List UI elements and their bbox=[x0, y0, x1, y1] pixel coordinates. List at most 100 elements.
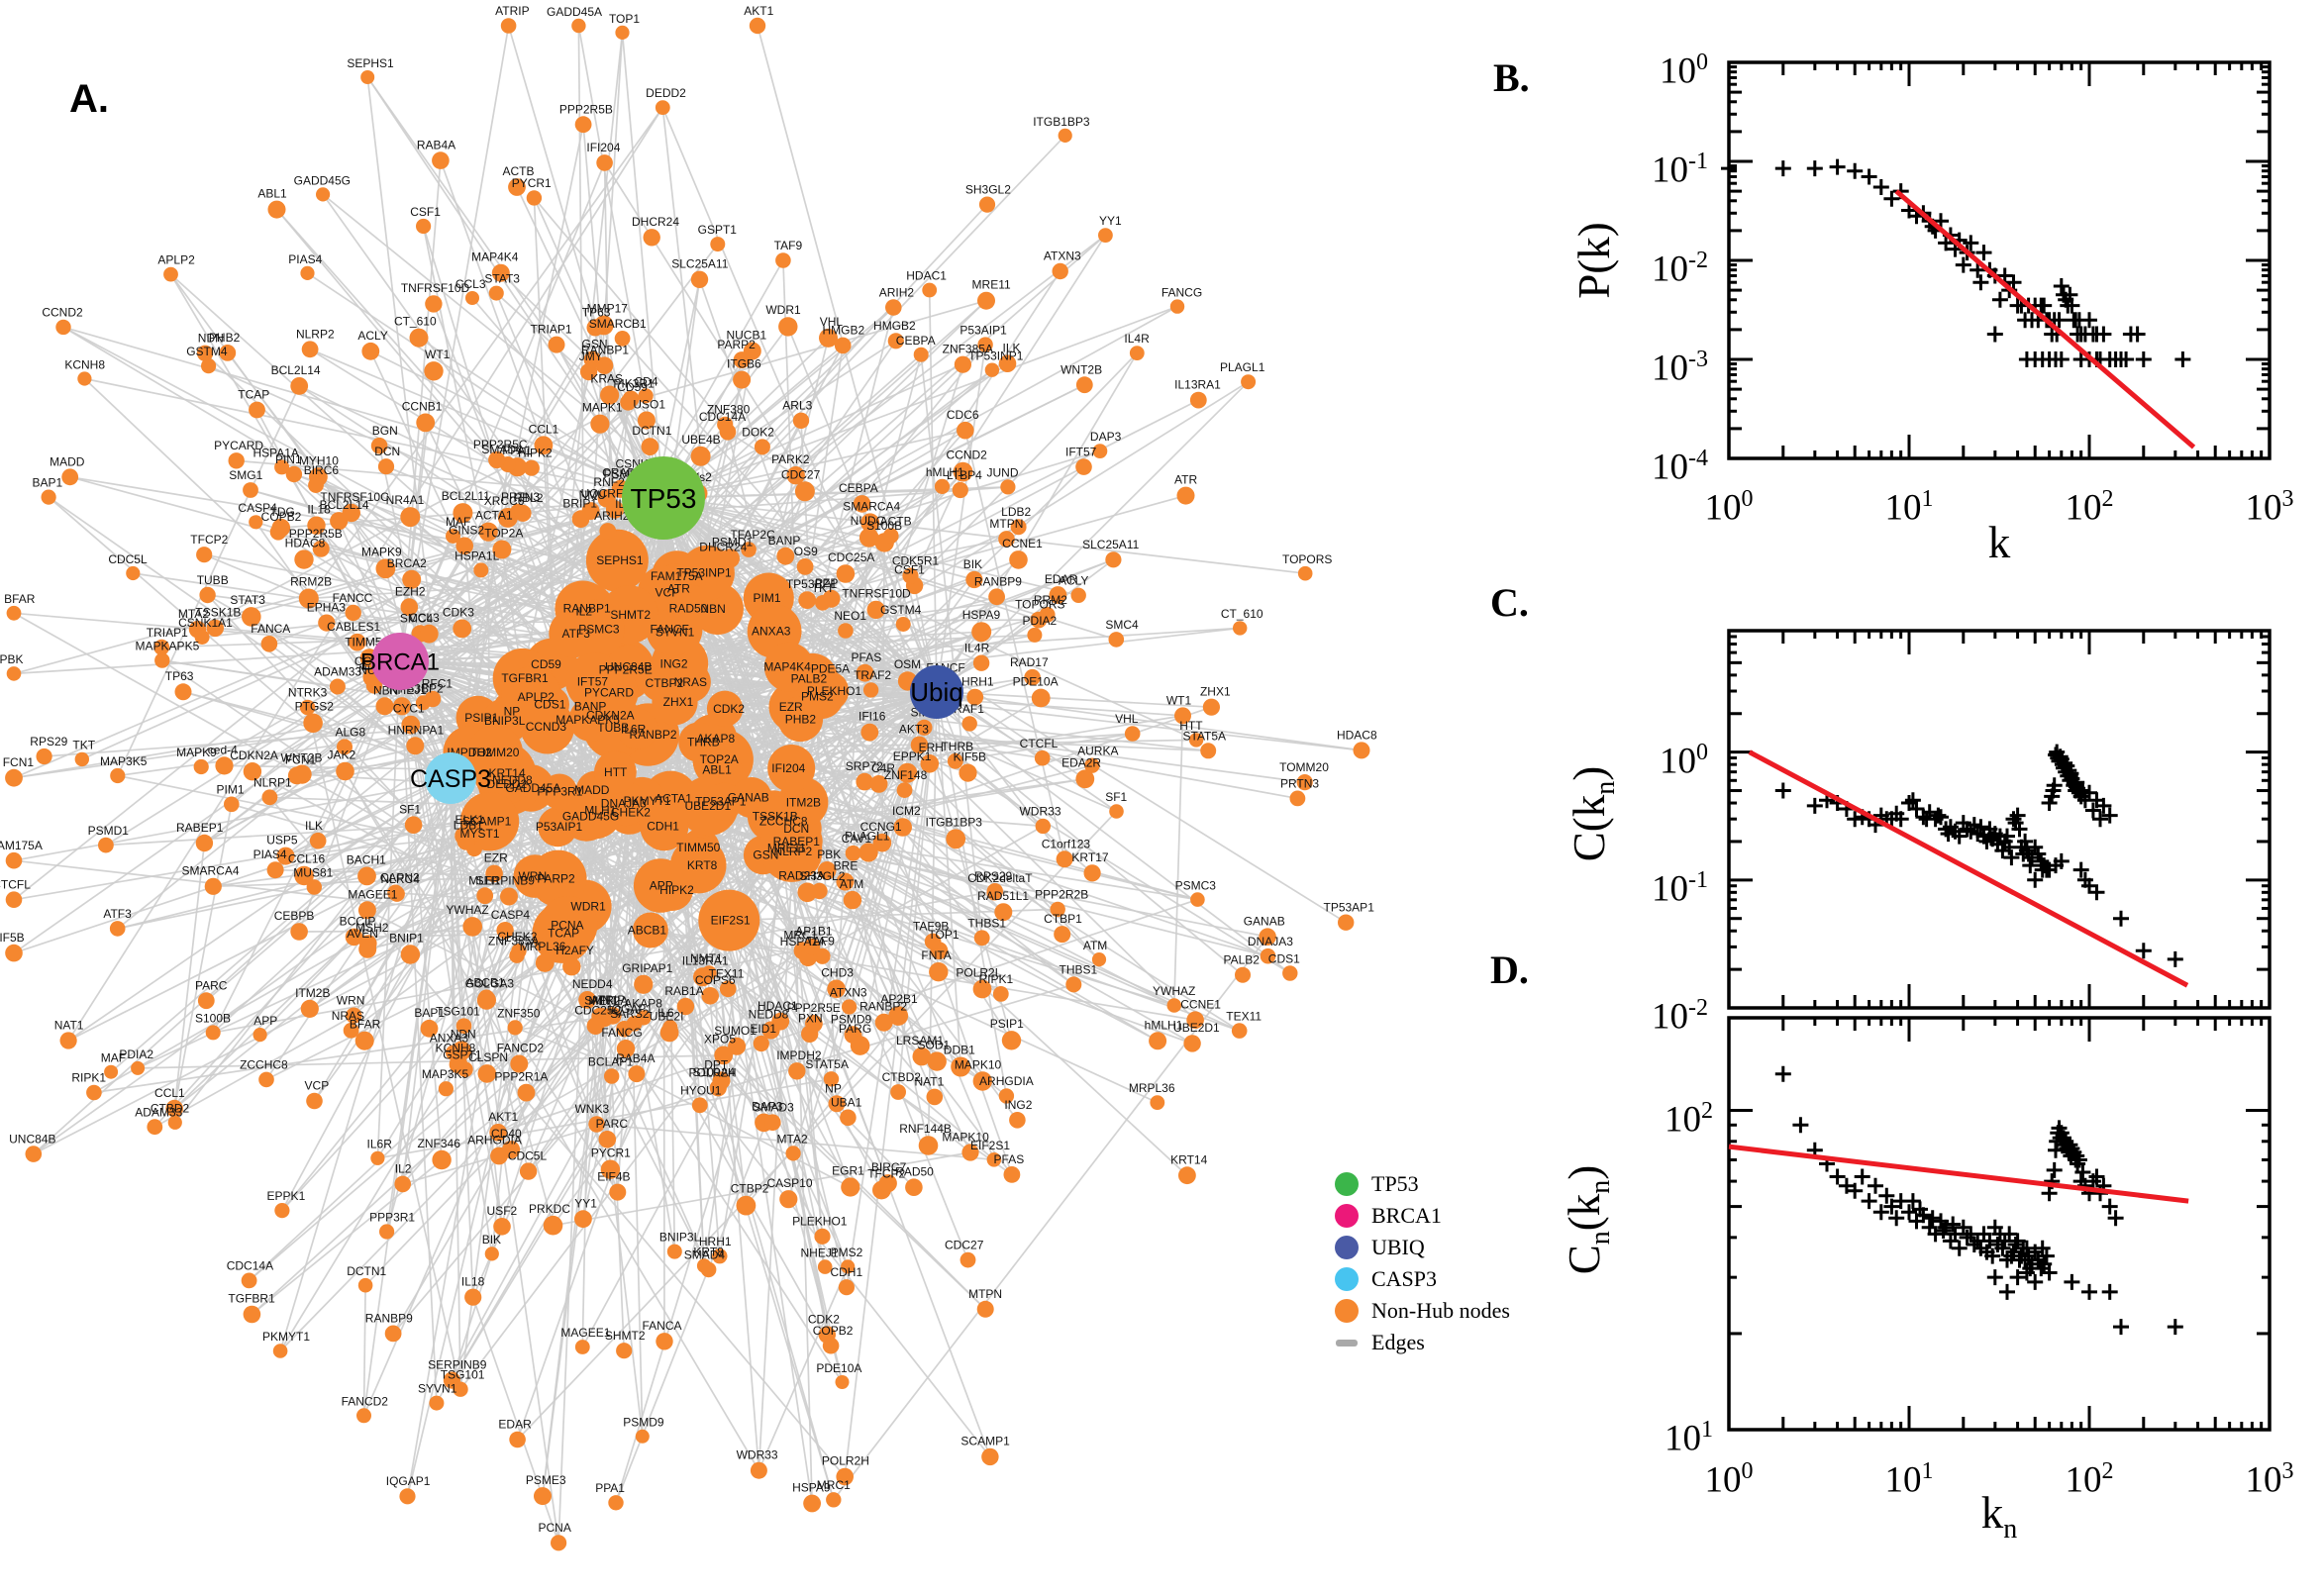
gene-label: WNT2B bbox=[1060, 362, 1102, 376]
gene-label: YWHAZ bbox=[1153, 984, 1195, 998]
network-node bbox=[167, 1115, 182, 1130]
network-node bbox=[514, 504, 532, 522]
gene-label: ACTB bbox=[880, 514, 912, 528]
network-node bbox=[845, 845, 861, 861]
gene-label: ABL1 bbox=[702, 762, 732, 776]
axis-tick-label: 103 bbox=[2245, 1458, 2294, 1501]
gene-label: HRH1 bbox=[961, 675, 994, 689]
gene-label: APLP2 bbox=[518, 690, 556, 704]
legend-label: TP53 bbox=[1371, 1171, 1419, 1196]
gene-label: NLRP1 bbox=[253, 775, 292, 789]
casp3-node-icon bbox=[1335, 1267, 1359, 1291]
network-edge bbox=[13, 395, 647, 901]
network-node bbox=[858, 843, 878, 862]
gene-label: ERH bbox=[919, 741, 944, 754]
network-node bbox=[896, 782, 913, 798]
gene-label: TOMM20 bbox=[1279, 760, 1329, 774]
gene-label: YY1 bbox=[574, 1196, 597, 1210]
network-node bbox=[228, 452, 245, 469]
gene-label: POLR2H bbox=[822, 1454, 869, 1468]
network-node bbox=[952, 481, 968, 499]
network-edge bbox=[868, 522, 1013, 1042]
network-node bbox=[750, 1461, 767, 1479]
network-edge bbox=[459, 704, 553, 1390]
gene-label: CCNB1 bbox=[402, 400, 443, 414]
network-edge bbox=[153, 1014, 354, 1128]
network-edge bbox=[279, 777, 452, 1351]
plot-frame bbox=[1727, 1016, 2272, 1432]
network-node bbox=[817, 1259, 833, 1274]
gene-label: PPA1 bbox=[595, 1481, 625, 1495]
network-node bbox=[1009, 1112, 1026, 1129]
network-node bbox=[947, 752, 963, 769]
network-edge bbox=[628, 299, 987, 404]
network-node bbox=[733, 370, 752, 389]
network-node bbox=[438, 1081, 454, 1097]
network-node bbox=[588, 1116, 605, 1133]
gene-label: EZH2 bbox=[395, 584, 426, 598]
network-node bbox=[794, 481, 815, 502]
gene-label: BAP1 bbox=[414, 1006, 445, 1020]
axis-tick-label: 102 bbox=[1665, 1098, 1713, 1141]
gene-label: RABEP1 bbox=[176, 821, 224, 835]
network-edge bbox=[778, 777, 1085, 823]
network-edge bbox=[611, 715, 835, 1501]
gene-label: ZHX1 bbox=[1200, 685, 1231, 699]
network-node bbox=[678, 722, 719, 762]
network-node bbox=[786, 466, 805, 485]
gene-label: NRAS bbox=[332, 1009, 364, 1023]
network-node bbox=[488, 285, 504, 301]
gene-label: ANXA3 bbox=[752, 625, 791, 639]
legend-label: UBIQ bbox=[1371, 1235, 1425, 1259]
gene-label: ILK bbox=[1002, 342, 1020, 355]
network-node bbox=[882, 528, 899, 545]
network-node bbox=[356, 1408, 371, 1424]
scatter-points bbox=[1774, 744, 2183, 967]
gene-label: VCP bbox=[656, 585, 680, 599]
gene-label: ILK bbox=[305, 819, 323, 833]
network-node bbox=[841, 1259, 856, 1274]
gene-label: ZNF385A bbox=[943, 343, 993, 356]
panel-c-plot bbox=[1727, 629, 2272, 1010]
gene-label: CHEK2 bbox=[497, 930, 537, 944]
gene-label: IL2 bbox=[575, 605, 592, 619]
gene-label: MAP3K5 bbox=[422, 1067, 469, 1081]
network-edge bbox=[67, 777, 452, 1042]
network-node bbox=[1024, 668, 1041, 686]
network-node bbox=[741, 542, 757, 557]
gene-label: ZCCHC8 bbox=[759, 814, 808, 828]
gene-label: AKAP8 bbox=[624, 996, 662, 1010]
gene-label: UBE4B bbox=[681, 433, 720, 447]
network-node bbox=[823, 1071, 840, 1087]
gene-label: HSPA1A bbox=[252, 446, 298, 459]
gene-label: KRT14 bbox=[489, 766, 526, 780]
gene-label: PPP2R5B bbox=[559, 102, 613, 116]
network-node bbox=[717, 416, 734, 433]
gene-label: NBN bbox=[700, 602, 725, 616]
gene-label: MTA2 bbox=[777, 1132, 808, 1146]
gene-label: JAK2 bbox=[327, 748, 355, 762]
gene-label: MAP3K5 bbox=[100, 754, 148, 768]
network-node bbox=[1178, 1166, 1196, 1185]
network-node bbox=[206, 619, 224, 638]
network-node bbox=[510, 1054, 529, 1073]
gene-label: PLEKHO1 bbox=[807, 684, 862, 698]
network-node bbox=[416, 413, 436, 433]
gene-label: FANCF bbox=[651, 623, 689, 637]
network-node bbox=[153, 639, 170, 655]
network-node bbox=[961, 1144, 979, 1161]
network-node bbox=[205, 1025, 221, 1041]
network-node bbox=[972, 1071, 992, 1091]
network-node bbox=[375, 697, 394, 716]
network-node bbox=[616, 1021, 633, 1038]
plot-frame bbox=[1727, 60, 2272, 460]
network-node bbox=[796, 558, 814, 575]
gene-label: GSTM4 bbox=[880, 603, 922, 617]
network-node bbox=[788, 1062, 806, 1080]
axis-tick-label: 10-2 bbox=[1652, 995, 1708, 1038]
network-node bbox=[456, 832, 475, 850]
network-node bbox=[406, 737, 425, 755]
network-node bbox=[775, 252, 791, 268]
gene-label: DCTN1 bbox=[632, 424, 671, 438]
network-edge bbox=[758, 1266, 849, 1471]
